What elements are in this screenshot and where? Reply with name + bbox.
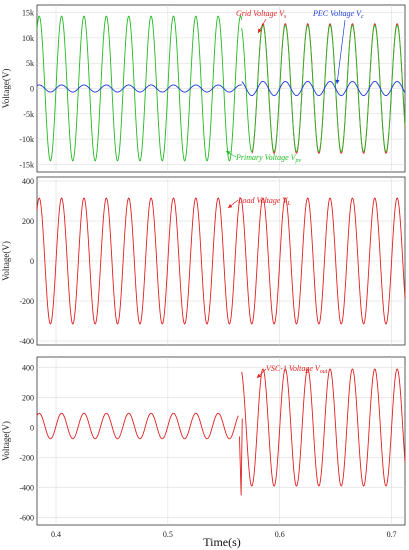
series-line [36,15,406,162]
y-tick-label: 15k [22,9,34,18]
y-tick-label: 200 [22,217,34,226]
y-axis-title: Voltage(V) [1,421,11,461]
y-tick-label: -400 [19,337,34,346]
y-tick-label: 0 [30,85,34,94]
x-axis-title: Time(s) [203,535,241,549]
y-tick-label: 400 [22,364,34,373]
annotation-subscript: L [286,201,291,207]
y-axis-title: Voltage(V) [1,69,11,109]
y-tick-label: -200 [19,454,34,463]
y-tick-label: 5k [26,59,34,68]
annotation-arrowhead [258,28,262,33]
series-annotation: Load Voltage VL [237,196,291,207]
annotation-arrowhead [335,79,340,84]
y-tick-label: -10k [19,135,34,144]
y-tick-label: -5k [23,110,34,119]
x-tick-label: 0.4 [51,530,61,539]
annotation-subscript: pv [295,158,302,164]
series-annotation: Grid Voltage Vs [236,9,287,20]
y-tick-label: -600 [19,514,34,523]
annotation-arrowhead [257,373,262,378]
y-tick-label: 0 [30,424,34,433]
y-tick-label: 200 [22,394,34,403]
series-annotation: Primary Voltage Vpv [235,153,302,164]
annotation-arrowhead [228,203,233,208]
y-tick-label: 10k [22,34,34,43]
panel-vsc-voltage: 400 200 0 -200 -400 -600 Voltage(V) VSC-1 Volta… [1,356,406,539]
annotation-arrowhead [226,151,231,155]
annotation-subscript: c [361,14,364,20]
panel-grid-voltages: 15k 10k 5k 0 -5k -10k -15k Voltage(V) Grid Volta… [1,4,406,173]
series-line [36,368,406,496]
y-tick-label: -400 [19,484,34,493]
annotation-arrow [336,19,346,85]
y-tick-label: -15k [19,160,34,169]
y-tick-label: 0 [30,257,34,266]
y-tick-label: 400 [22,177,34,186]
series-line [36,80,406,97]
series-annotation: VSC-1 Voltage Vout [266,364,328,375]
series-line [36,197,406,325]
annotation-subscript: s [284,14,287,20]
y-tick-label: -200 [19,297,34,306]
panel-load-voltage: 400 200 0 -200 -400 Voltage(V) Load Voltage VL [1,176,406,346]
x-tick-label: 0.5 [163,530,173,539]
x-tick-label: 0.7 [387,530,397,539]
plot-frame [36,356,406,526]
annotation-subscript: out [320,369,328,375]
x-tick-label: 0.6 [275,530,285,539]
y-axis-title: Voltage(V) [1,241,11,281]
series-annotation: PEC Voltage Vc [312,9,364,20]
